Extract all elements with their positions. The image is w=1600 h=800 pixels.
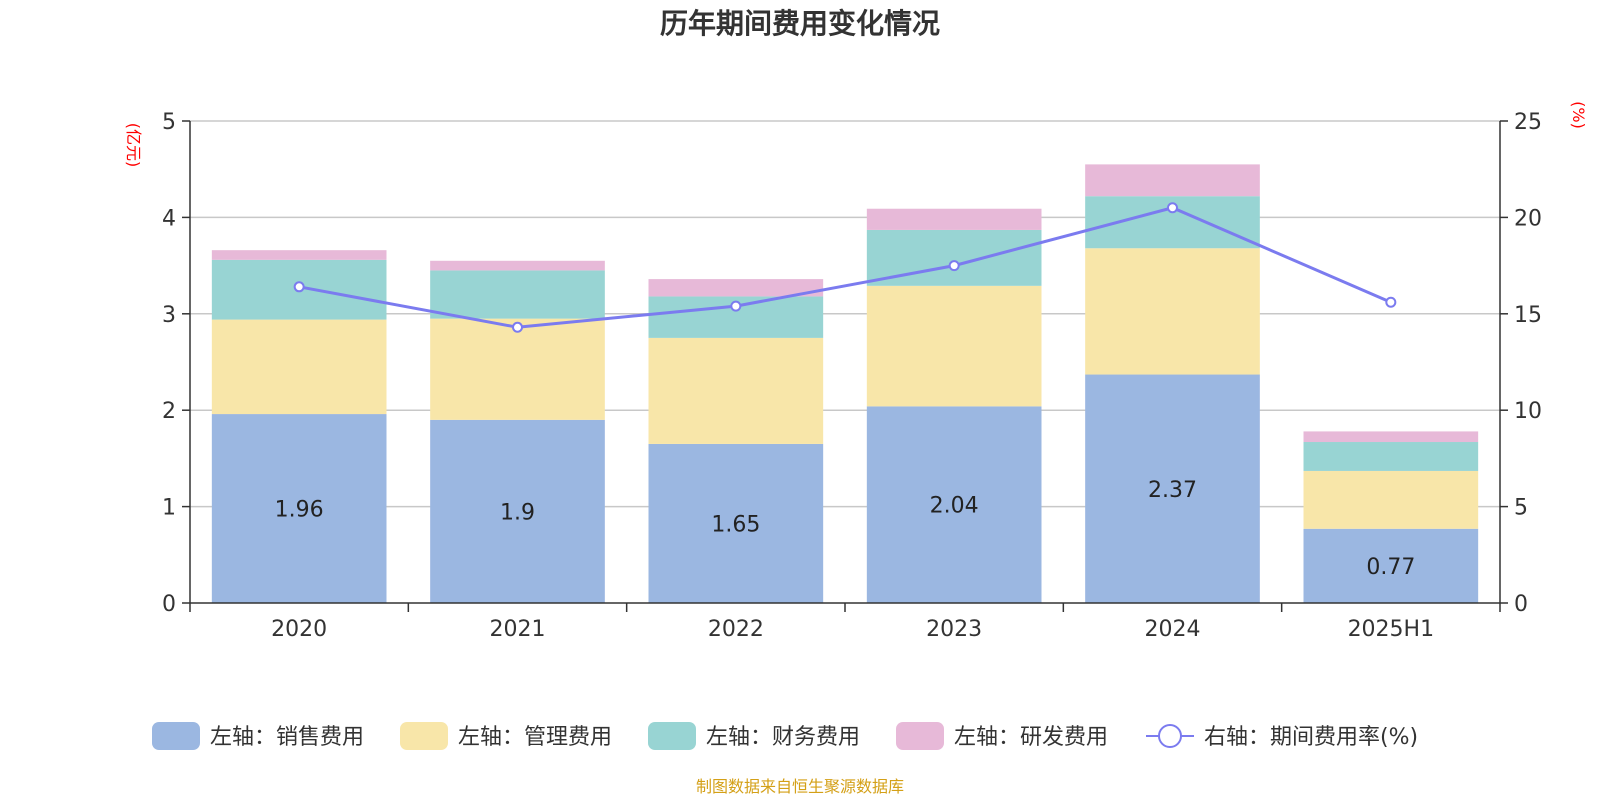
legend-swatch xyxy=(896,722,944,750)
grid-lines xyxy=(190,120,1500,508)
bar-series: 1.96 1.9 1.65 2.04 2.37 0.77 xyxy=(211,164,1479,603)
bar-segment xyxy=(866,285,1042,407)
right-axis-tick-label: 5 xyxy=(1514,496,1528,521)
left-axis-tick-label: 4 xyxy=(162,206,176,231)
legend-marker xyxy=(1158,724,1182,748)
legend-label: 左轴：研发费用 xyxy=(954,725,1108,750)
bar-segment xyxy=(430,260,605,271)
left-axis-tick-label: 2 xyxy=(162,399,176,424)
rate-point xyxy=(948,260,960,272)
bar-segment xyxy=(430,318,605,420)
left-axis-unit: (亿元) xyxy=(124,123,143,168)
left-axis-tick-label: 3 xyxy=(162,303,176,328)
chart-title: 历年期间费用变化情况 xyxy=(660,7,940,40)
right-axis-unit: (%) xyxy=(1569,101,1588,129)
bar-segment xyxy=(211,250,387,260)
bar-segment xyxy=(211,414,387,603)
rate-point xyxy=(1167,202,1178,214)
legend-label: 左轴：销售费用 xyxy=(210,725,364,750)
bar-segment xyxy=(1303,442,1479,471)
right-axis-tick-label: 15 xyxy=(1514,303,1542,328)
x-axis-category-label: 2021 xyxy=(490,617,546,642)
bar-segment xyxy=(1303,431,1479,443)
legend-label: 右轴：期间费用率(%) xyxy=(1204,725,1418,750)
rate-point xyxy=(730,300,742,312)
bar-segment xyxy=(866,406,1042,603)
legend-label: 左轴：财务费用 xyxy=(706,725,860,750)
bar-segment xyxy=(211,319,387,415)
x-axis-category-label: 2024 xyxy=(1145,617,1201,642)
axes: 0 1 2 3 4 5 0 5 10 15 20 25 2020 2021 2022 2023 2024 2025… xyxy=(162,110,1542,642)
bar-segment xyxy=(430,419,605,603)
bar-segment xyxy=(1303,470,1479,529)
bar-data-label: 2.37 xyxy=(1148,478,1197,503)
x-axis-category-label: 2020 xyxy=(271,617,327,642)
left-axis-tick-label: 0 xyxy=(162,592,176,617)
left-axis-tick-label: 5 xyxy=(162,110,176,135)
x-axis-category-label: 2023 xyxy=(926,617,982,642)
bar-data-label: 1.65 xyxy=(711,512,760,537)
right-axis-tick-label: 10 xyxy=(1514,399,1542,424)
bar-segment xyxy=(1085,164,1260,197)
x-axis-category-label: 2025H1 xyxy=(1348,617,1435,642)
rate-line xyxy=(298,206,1392,329)
legend-swatch xyxy=(648,722,696,750)
right-axis-tick-label: 0 xyxy=(1514,592,1528,617)
legend-label: 左轴：管理费用 xyxy=(458,725,612,750)
line-series xyxy=(293,202,1397,333)
bar-segment xyxy=(1303,528,1479,603)
legend: 左轴：销售费用 左轴：管理费用 左轴：财务费用 左轴：研发费用 右轴：期间费用率(%) xyxy=(152,722,1418,750)
bar-data-label: 1.9 xyxy=(500,500,535,525)
x-axis-category-label: 2022 xyxy=(708,617,764,642)
rate-point xyxy=(293,281,305,293)
rate-point xyxy=(512,321,523,333)
bar-data-label: 2.04 xyxy=(930,494,979,519)
bar-data-label: 0.77 xyxy=(1366,555,1415,580)
bar-segment xyxy=(648,279,824,297)
right-axis-tick-label: 25 xyxy=(1514,110,1542,135)
bar-segment xyxy=(866,208,1042,230)
bar-segment xyxy=(1085,248,1260,375)
bar-segment xyxy=(1085,374,1260,603)
legend-swatch xyxy=(152,722,200,750)
source-note: 制图数据来自恒生聚源数据库 xyxy=(696,777,904,796)
right-axis-tick-label: 20 xyxy=(1514,206,1542,231)
bar-data-label: 1.96 xyxy=(275,498,324,523)
rate-point xyxy=(1385,296,1397,308)
left-axis-tick-label: 1 xyxy=(162,496,176,521)
legend-swatch xyxy=(400,722,448,750)
bar-segment xyxy=(648,443,824,603)
bar-segment xyxy=(430,270,605,319)
bar-segment xyxy=(648,337,824,444)
